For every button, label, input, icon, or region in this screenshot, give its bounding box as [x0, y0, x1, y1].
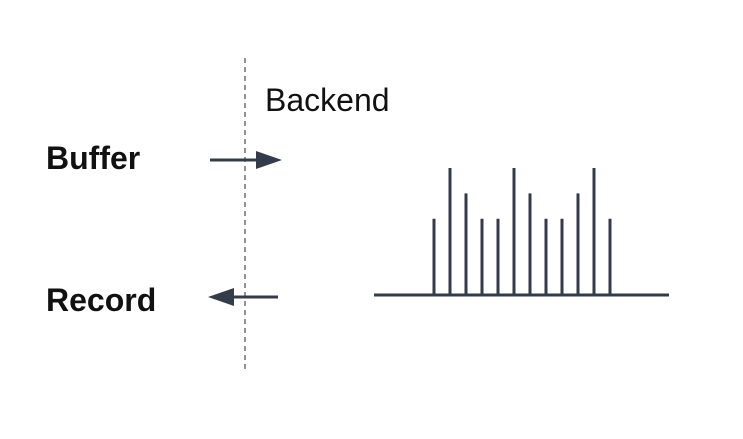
- record-label: Record: [46, 282, 157, 318]
- buffer-label: Buffer: [46, 140, 141, 176]
- buffer-arrow-head: [256, 151, 282, 169]
- spectrum-bars: [432, 168, 612, 295]
- backend-label: Backend: [265, 82, 390, 118]
- record-arrow: [208, 288, 278, 306]
- buffer-arrow: [210, 151, 282, 169]
- record-arrow-head: [208, 288, 234, 306]
